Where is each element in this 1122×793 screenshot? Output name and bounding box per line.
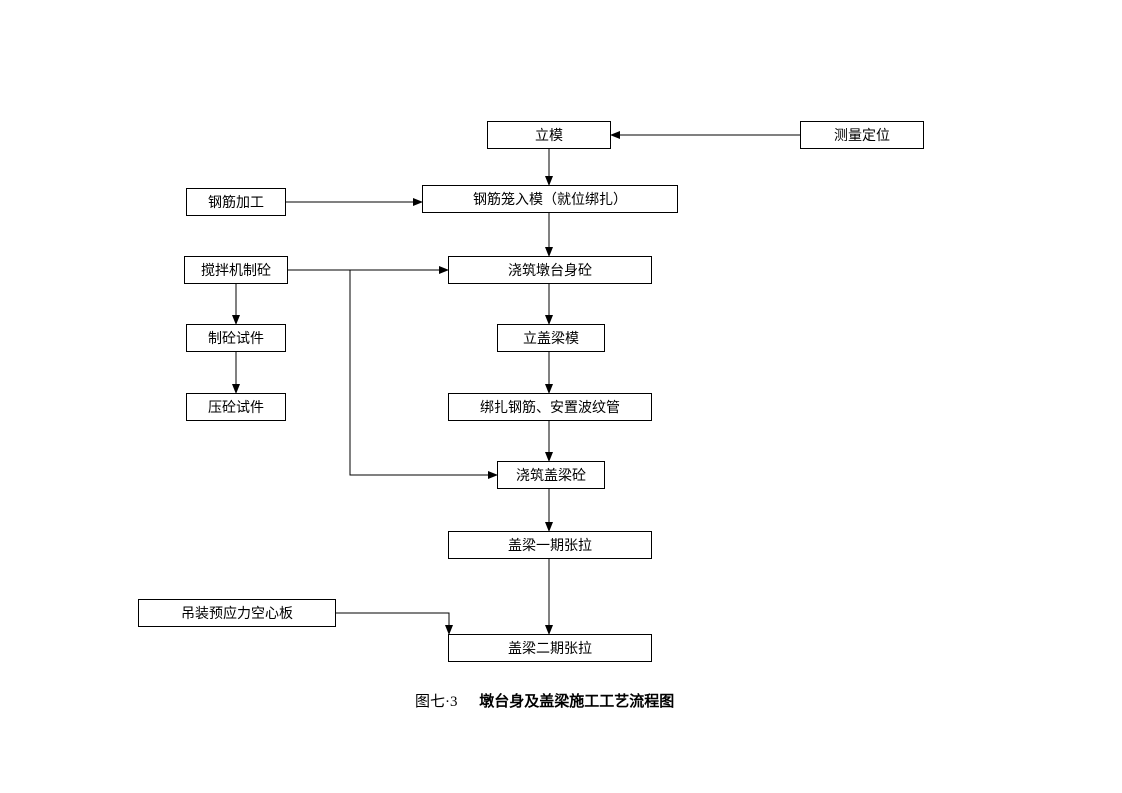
flowchart-node: 浇筑盖梁砼	[497, 461, 605, 489]
flowchart-node: 钢筋加工	[186, 188, 286, 216]
flowchart-edge	[350, 270, 497, 475]
flowchart-node: 搅拌机制砼	[184, 256, 288, 284]
flowchart-node: 绑扎钢筋、安置波纹管	[448, 393, 652, 421]
flowchart-node: 压砼试件	[186, 393, 286, 421]
flowchart-edge	[336, 613, 449, 634]
caption-main: 墩台身及盖梁施工工艺流程图	[479, 694, 674, 710]
figure-caption: 图七·3 墩台身及盖梁施工工艺流程图	[415, 690, 674, 711]
caption-prefix: 图七·3	[415, 694, 458, 710]
flowchart-node: 吊装预应力空心板	[138, 599, 336, 627]
flowchart-node: 制砼试件	[186, 324, 286, 352]
flowchart-node: 盖梁二期张拉	[448, 634, 652, 662]
flowchart-node: 钢筋笼入模（就位绑扎）	[422, 185, 678, 213]
flowchart-node: 立盖梁模	[497, 324, 605, 352]
flowchart-node: 浇筑墩台身砼	[448, 256, 652, 284]
flowchart-node: 立模	[487, 121, 611, 149]
flowchart-node: 盖梁一期张拉	[448, 531, 652, 559]
flowchart-container: 立模 测量定位钢筋加工 钢筋笼入模（就位绑扎） 搅拌机制砼 浇筑墩台身砼制砼试件 立盖梁模…	[0, 0, 1122, 793]
flowchart-node: 测量定位	[800, 121, 924, 149]
